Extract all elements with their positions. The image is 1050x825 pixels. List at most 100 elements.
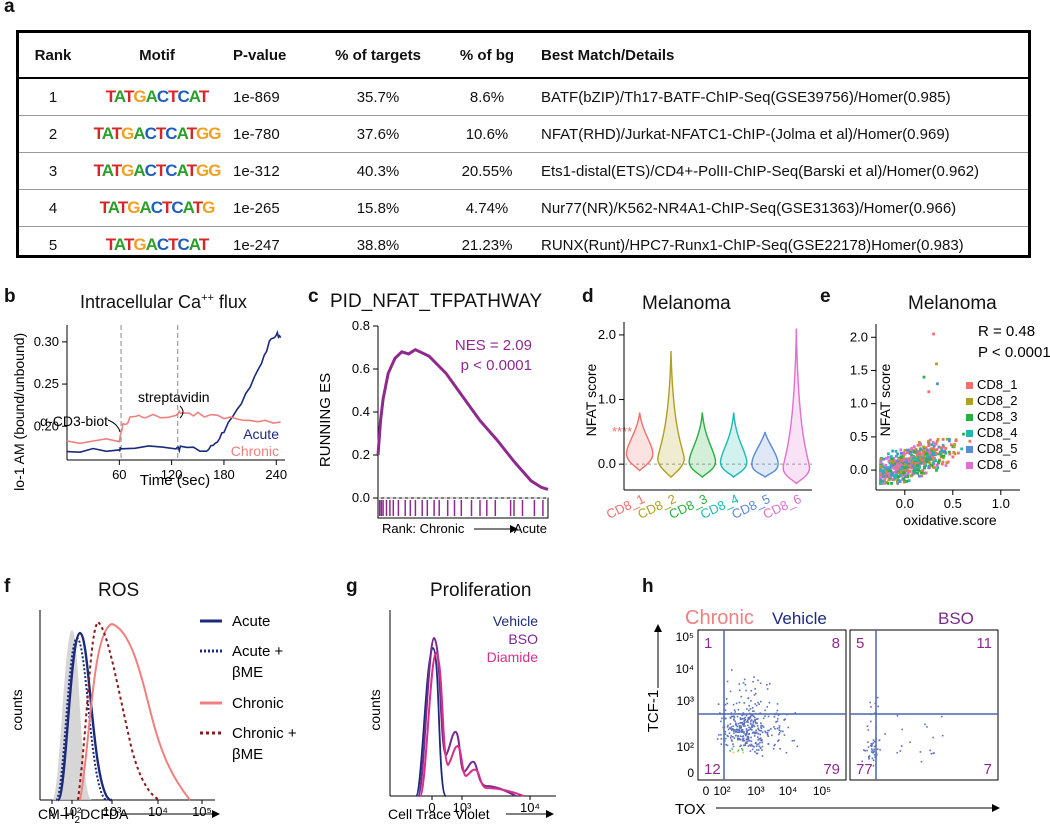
panel-h-vehicle-event bbox=[730, 726, 733, 728]
panel-h-bso-event bbox=[871, 743, 873, 746]
panel-h-vehicle-event bbox=[762, 726, 765, 728]
panel-h-vehicle-event bbox=[733, 730, 735, 733]
panel-g-x-tick-label: 0 bbox=[428, 800, 435, 815]
panel-h-bso-event bbox=[877, 705, 879, 708]
panel-e-y-tick-label: 1.0 bbox=[850, 396, 868, 411]
panel-h-vehicle-event bbox=[738, 726, 741, 729]
panel-e-legend-swatch bbox=[966, 462, 973, 469]
motif-letter: G bbox=[121, 124, 134, 143]
motif-letter: A bbox=[101, 124, 113, 143]
panel-h-vehicle-event bbox=[744, 721, 746, 724]
panel-e-point bbox=[928, 451, 932, 455]
panel-e-point bbox=[881, 465, 885, 469]
motif-letter: T bbox=[93, 161, 103, 180]
panel-h-vehicle-event bbox=[751, 748, 754, 751]
panel-h-vehicle-event bbox=[759, 712, 762, 714]
panel-e-point bbox=[912, 454, 915, 458]
panel-h-vehicle-event bbox=[741, 730, 743, 732]
panel-e-point bbox=[933, 456, 936, 460]
panel-f-label: f bbox=[4, 576, 11, 597]
panel-e-point bbox=[907, 479, 911, 483]
panel-h-bso-event bbox=[875, 757, 877, 760]
panel-e-p: P < 0.0001 bbox=[978, 344, 1050, 361]
panel-e-point bbox=[954, 439, 958, 443]
panel-e-point bbox=[882, 481, 886, 485]
panel-h-vehicle-event bbox=[744, 716, 746, 719]
motif-letter: G bbox=[208, 161, 221, 180]
motif-letter: T bbox=[93, 124, 103, 143]
panel-e-point bbox=[913, 464, 917, 467]
panel-h-vehicle-event bbox=[753, 716, 756, 719]
panel-e-point bbox=[879, 460, 883, 464]
panel-h-vehicle-event bbox=[749, 750, 752, 752]
panel-h-vehicle-event bbox=[752, 720, 755, 723]
panel-h-bso-quadrant-ur: 11 bbox=[976, 635, 992, 652]
panel-e-point bbox=[879, 465, 883, 468]
panel-e-point bbox=[919, 442, 922, 446]
panel-h-bso-event bbox=[940, 715, 943, 718]
panel-h-bso-event bbox=[874, 712, 876, 715]
header-pvalue: P-value bbox=[227, 33, 317, 79]
panel-h-vehicle-event bbox=[724, 709, 727, 712]
panel-h-x-tick-label: 10⁴ bbox=[779, 784, 798, 798]
panel-e-point bbox=[900, 459, 904, 463]
panel-h-vehicle-event bbox=[793, 739, 796, 742]
panel-h-bso-frame bbox=[849, 629, 999, 781]
panel-e-point bbox=[888, 461, 892, 465]
panel-h-vehicle-event bbox=[738, 701, 741, 704]
panel-h-vehicle-event bbox=[758, 745, 760, 748]
panel-f-leg-chronic: Chronic bbox=[232, 695, 284, 712]
panel-e-point bbox=[912, 445, 916, 449]
panel-h-vehicle-event bbox=[735, 724, 738, 726]
bg-cell: 20.55% bbox=[439, 152, 535, 190]
motif-row: 1 TATGACTCAT 1e-869 35.7% 8.6% BATF(bZIP)/Th1… bbox=[19, 78, 1028, 116]
panel-h-bso-event bbox=[873, 748, 875, 751]
panel-h-vehicle-event bbox=[721, 717, 723, 720]
panel-h-vehicle-event bbox=[731, 740, 733, 742]
panel-h-vehicle-event bbox=[754, 712, 757, 715]
panel-h-vehicle-event bbox=[735, 722, 737, 724]
panel-h-vehicle-event bbox=[737, 728, 739, 731]
panel-e-point bbox=[927, 439, 931, 443]
panel-e-point bbox=[917, 464, 921, 467]
pvalue-cell: 1e-780 bbox=[227, 115, 317, 153]
panel-h-vehicle-event bbox=[730, 729, 733, 731]
panel-e-point bbox=[923, 465, 926, 469]
panel-h-vehicle-event bbox=[757, 679, 759, 682]
panel-g-leg-bso: BSO bbox=[508, 631, 538, 647]
panel-g-x-arrowhead bbox=[546, 810, 554, 818]
panel-h-vehicle-event bbox=[745, 714, 748, 717]
motif-letter: C bbox=[156, 235, 169, 254]
panel-h-vehicle-event bbox=[769, 682, 771, 685]
panel-h-bso-event bbox=[873, 740, 876, 743]
panel-e-point bbox=[944, 464, 948, 467]
panel-h-vehicle-event bbox=[746, 721, 748, 723]
motif-table-header: Rank Motif P-value % of targets % of bg … bbox=[19, 33, 1028, 79]
panel-h-vehicle-event bbox=[729, 716, 732, 719]
panel-e-point bbox=[892, 474, 896, 478]
panel-h-vehicle-event bbox=[741, 749, 744, 751]
panel-h-vehicle-event bbox=[733, 709, 736, 711]
panel-h-vehicle-event bbox=[758, 737, 760, 740]
panel-f-leg-acute-bme-2: βME bbox=[232, 664, 263, 681]
panel-h-vehicle-event bbox=[778, 739, 780, 741]
panel-e-legend-swatch bbox=[966, 430, 973, 437]
panel-h-x-tick-label: 0 bbox=[703, 784, 710, 798]
panel-h-bso-event bbox=[872, 742, 875, 744]
panel-e-point bbox=[935, 452, 939, 456]
panel-e-point bbox=[918, 448, 922, 452]
panel-h-vehicle-event bbox=[736, 738, 739, 741]
panel-e-title: Melanoma bbox=[908, 293, 997, 314]
panel-e-point bbox=[902, 477, 906, 480]
header-rank: Rank bbox=[19, 33, 87, 79]
panel-b-x-tick-label: 120 bbox=[161, 467, 183, 482]
panel-h-vehicle-event bbox=[737, 749, 740, 752]
panel-h-vehicle-event bbox=[738, 713, 740, 715]
panel-e-point bbox=[897, 475, 901, 478]
motif-letter: T bbox=[123, 87, 134, 106]
panel-e-point bbox=[898, 472, 902, 476]
motif-letter: G bbox=[195, 124, 209, 143]
panel-e-chart: NFAT score oxidative.score R = 0.48 P < … bbox=[850, 323, 1050, 528]
panel-e-point bbox=[939, 446, 943, 450]
panel-h-y-tick-label: 10³ bbox=[677, 694, 694, 708]
